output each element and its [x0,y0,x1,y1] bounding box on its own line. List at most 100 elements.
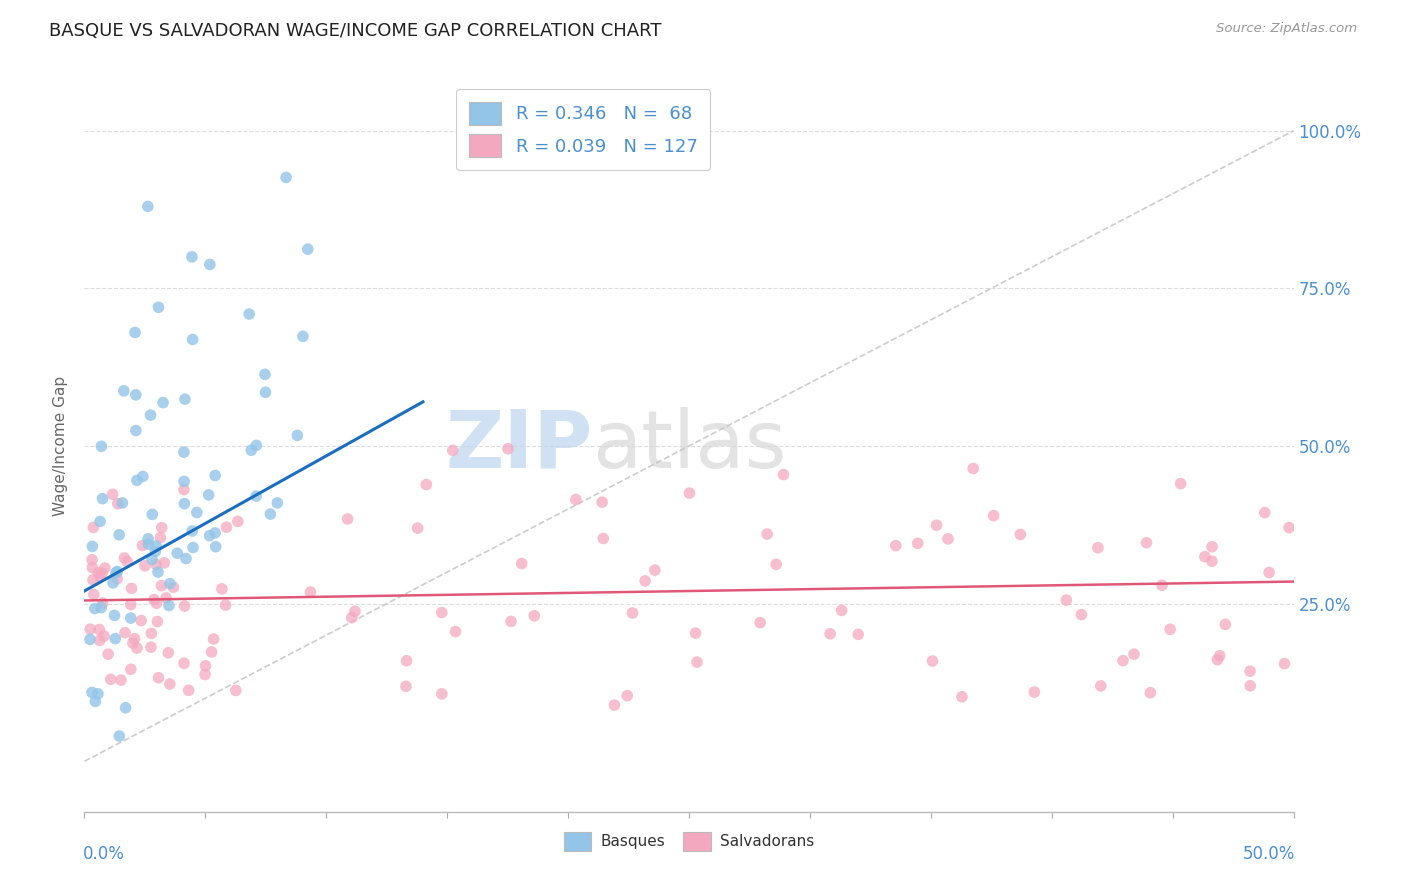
Point [831,603,853,617]
Point [197,488,219,502]
Point [1090,679,1112,693]
Point [214,598,236,612]
Point [336,512,359,526]
Point [141,626,163,640]
Point [141,552,163,566]
Point [120,611,142,625]
Point [84,694,107,708]
Point [621,606,644,620]
Point [100,673,122,687]
Point [685,626,707,640]
Point [634,574,657,588]
Point [1054,593,1077,607]
Point [83,601,105,615]
Point [1170,476,1192,491]
Point [1254,506,1277,520]
Point [430,606,453,620]
Point [79,622,101,636]
Point [82,540,104,554]
Point [441,443,464,458]
Point [1258,566,1281,580]
Point [343,604,366,618]
Point [1206,653,1229,667]
Point [115,555,138,569]
Point [177,683,200,698]
Point [211,582,233,596]
Point [145,539,167,553]
Text: ZIP: ZIP [444,407,592,485]
Point [111,496,134,510]
Point [83,587,105,601]
Point [146,565,169,579]
Point [226,515,249,529]
Text: atlas: atlas [592,407,786,485]
Point [510,557,533,571]
Point [198,258,221,272]
Point [181,524,204,538]
Point [173,657,195,671]
Point [89,515,111,529]
Point [125,473,148,487]
Point [103,608,125,623]
Point [238,307,260,321]
Point [299,585,322,599]
Point [756,527,779,541]
Point [395,679,418,693]
Point [125,388,148,402]
Text: 0.0%: 0.0% [83,845,125,863]
Point [89,569,111,583]
Point [1150,578,1173,592]
Point [285,428,308,442]
Point [145,544,167,558]
Point [110,673,132,687]
Point [94,561,117,575]
Point [80,685,103,699]
Point [101,575,124,590]
Point [194,667,217,681]
Point [523,608,546,623]
Point [253,368,276,382]
Point [132,469,155,483]
Point [1201,540,1223,554]
Point [136,532,159,546]
Point [173,445,195,459]
Point [1274,657,1296,671]
Point [1159,622,1181,636]
Point [1123,647,1146,661]
Point [395,654,418,668]
Point [108,729,131,743]
Point [1135,535,1157,549]
Point [150,521,173,535]
Point [125,424,148,438]
Point [603,698,626,712]
Point [406,521,429,535]
Point [148,300,170,314]
Point [591,495,613,509]
Point [1194,549,1216,564]
Point [291,329,314,343]
Point [79,632,101,647]
Point [202,632,225,646]
Point [122,636,145,650]
Point [90,600,112,615]
Point [131,539,153,553]
Point [266,496,288,510]
Y-axis label: Wage/Income Gap: Wage/Income Gap [53,376,69,516]
Point [173,483,195,497]
Point [82,560,104,574]
Point [1070,607,1092,622]
Point [616,689,638,703]
Text: BASQUE VS SALVADORAN WAGE/INCOME GAP CORRELATION CHART: BASQUE VS SALVADORAN WAGE/INCOME GAP COR… [49,22,662,40]
Point [499,615,522,629]
Point [565,492,588,507]
Point [105,572,128,586]
Point [204,468,226,483]
Point [91,596,114,610]
Point [846,627,869,641]
Point [592,532,614,546]
Point [686,655,709,669]
Point [276,170,298,185]
Point [415,477,437,491]
Point [89,633,111,648]
Point [921,654,943,668]
